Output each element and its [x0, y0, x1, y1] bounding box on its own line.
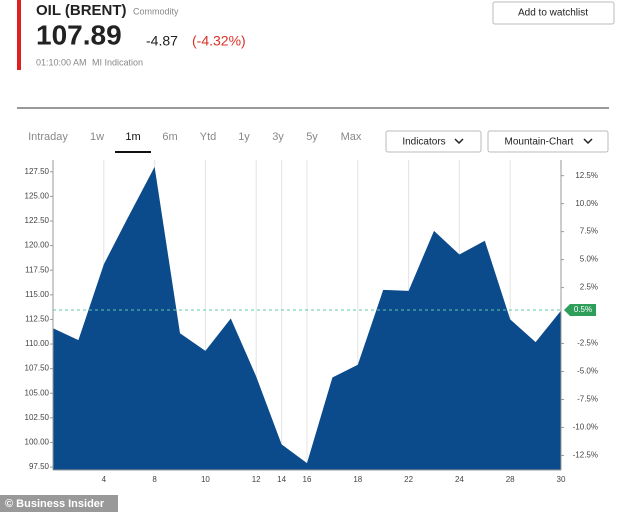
- y-tick-label: 125.00: [25, 192, 50, 201]
- chart: 4 8 10 12 14 16 18 22 24 28 30 97.50 100.00 102.50 105…: [25, 160, 598, 484]
- range-tab[interactable]: 6m: [162, 131, 177, 143]
- y2-tick-label: 12.5%: [575, 171, 598, 180]
- y-tick-label: 127.50: [25, 167, 50, 176]
- accent-bar: [17, 0, 21, 70]
- area: [53, 166, 561, 470]
- price-change: -4.87: [146, 33, 178, 49]
- y2-tick-label: 7.5%: [580, 227, 598, 236]
- price-change-percent: (-4.32%): [192, 33, 246, 49]
- y-tick-label: 117.50: [25, 265, 49, 274]
- y-tick-label: 120.00: [25, 241, 50, 250]
- x-tick-label: 16: [303, 475, 312, 484]
- range-tab[interactable]: 3y: [272, 131, 284, 143]
- y-tick-label: 107.50: [25, 364, 50, 373]
- instrument-type: Commodity: [133, 6, 179, 16]
- price-source: MI Indication: [92, 57, 143, 67]
- x-tick-label: 30: [557, 475, 566, 484]
- y-tick-label: 105.00: [25, 388, 50, 397]
- dropdown-label[interactable]: Mountain-Chart: [505, 137, 574, 148]
- range-tabs: Intraday 1w 1m 6m Ytd 1y 3y 5y Max: [28, 131, 362, 153]
- y-tick-label: 100.00: [25, 438, 50, 447]
- y2-tick-label: -5.0%: [577, 367, 598, 376]
- y2-tick-label: -10.0%: [573, 423, 598, 432]
- instrument-title: OIL (BRENT): [36, 2, 127, 19]
- timestamp: 01:10:00 AM: [36, 57, 87, 67]
- current-value-label: 0.5%: [574, 305, 592, 314]
- range-tab[interactable]: 1y: [238, 131, 250, 143]
- y2-tick-label: 2.5%: [580, 283, 598, 292]
- x-tick-label: 18: [353, 475, 362, 484]
- y-tick-label: 97.50: [29, 462, 50, 471]
- y-tick-label: 102.50: [25, 413, 50, 422]
- watermark-bg: [0, 495, 118, 512]
- price: 107.89: [36, 19, 122, 50]
- x-tick-label: 22: [404, 475, 413, 484]
- y2-tick-label: -2.5%: [577, 339, 598, 348]
- y2-tick-label: 5.0%: [580, 255, 598, 264]
- x-tick-label: 10: [201, 475, 210, 484]
- range-tab[interactable]: Max: [341, 131, 362, 143]
- y-tick-label: 112.50: [25, 315, 49, 324]
- y2-tick-label: -7.5%: [577, 395, 598, 404]
- x-tick-label: 24: [455, 475, 464, 484]
- y-tick-label: 122.50: [25, 216, 50, 225]
- range-tab[interactable]: 5y: [306, 131, 318, 143]
- y-tick-label: 115.00: [25, 290, 49, 299]
- watermark: © Business Insider: [5, 498, 105, 510]
- dropdown-arrow: [454, 138, 464, 145]
- range-tab[interactable]: Ytd: [200, 131, 217, 143]
- y2-tick-label: 10.0%: [575, 199, 598, 208]
- current-value-badge: [564, 303, 596, 316]
- dropdown-label[interactable]: Indicators: [402, 137, 445, 148]
- x-tick-label: 12: [252, 475, 261, 484]
- y2-tick-label: -12.5%: [573, 451, 598, 460]
- y-tick-label: 110.00: [25, 339, 49, 348]
- dropdown[interactable]: [487, 130, 609, 153]
- x-tick-label: 8: [152, 475, 157, 484]
- range-tab[interactable]: Intraday: [28, 131, 68, 143]
- x-tick-label: 14: [277, 475, 286, 484]
- dropdown-arrow: [583, 138, 593, 145]
- range-tab[interactable]: 1w: [90, 131, 104, 143]
- range-tab[interactable]: 1m: [125, 131, 140, 143]
- watchlist-button-label[interactable]: Add to watchlist: [518, 8, 588, 19]
- watchlist-button[interactable]: [492, 1, 615, 25]
- x-tick-label: 4: [102, 475, 107, 484]
- x-tick-label: 28: [506, 475, 515, 484]
- dropdown[interactable]: [385, 130, 482, 153]
